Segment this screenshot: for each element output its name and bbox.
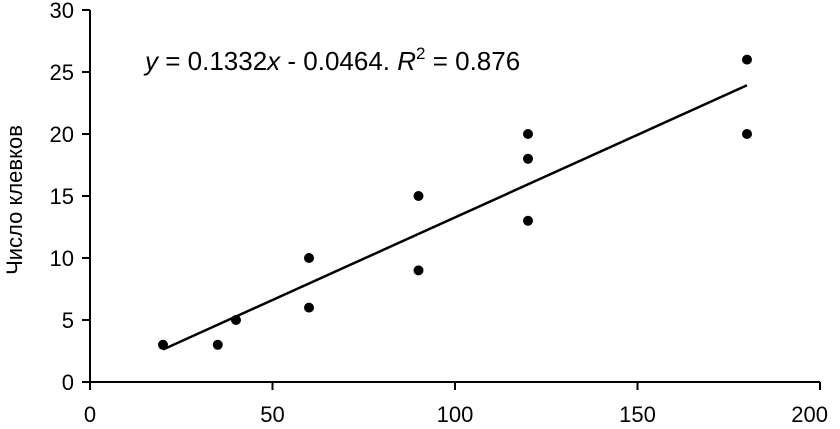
y-tick-label: 5	[62, 308, 74, 333]
data-point	[304, 253, 314, 263]
data-point	[212, 339, 223, 350]
data-point	[523, 215, 533, 226]
x-axis-ticks: 0 50 100 150 200	[84, 382, 828, 427]
y-tick-label: 20	[50, 122, 74, 147]
y-tick-label: 30	[50, 0, 74, 23]
data-point	[413, 265, 424, 276]
eq-part-3: = 0.876	[425, 46, 520, 76]
data-point	[523, 129, 533, 139]
eq-r-superscript: 2	[416, 44, 425, 63]
y-axis-ticks: 0 5 10 15 20 25 30	[50, 0, 90, 395]
y-tick-label: 0	[62, 370, 74, 395]
data-point	[523, 153, 533, 164]
data-point	[231, 315, 241, 325]
eq-x-var: x	[265, 46, 281, 76]
y-tick-label: 10	[50, 246, 74, 271]
eq-r-var: R	[397, 46, 416, 76]
regression-equation: y = 0.1332x - 0.0464. R2 = 0.876	[143, 44, 520, 76]
data-point	[158, 339, 168, 350]
data-point	[742, 129, 752, 139]
x-tick-label: 150	[619, 402, 656, 427]
eq-part-1: = 0.1332	[158, 46, 267, 76]
y-tick-label: 25	[50, 60, 74, 85]
x-tick-label: 100	[437, 402, 474, 427]
data-point	[304, 302, 314, 313]
y-axis-title: Число клевков	[2, 125, 27, 275]
trendline	[162, 84, 748, 351]
y-tick-label: 15	[50, 184, 74, 209]
x-tick-label: 0	[84, 402, 96, 427]
eq-part-2: - 0.0464.	[280, 46, 397, 76]
data-points	[158, 54, 752, 350]
data-point	[742, 54, 752, 65]
eq-y-var: y	[143, 46, 160, 76]
x-tick-label: 200	[791, 402, 828, 427]
x-tick-label: 50	[260, 402, 284, 427]
data-point	[413, 191, 424, 201]
